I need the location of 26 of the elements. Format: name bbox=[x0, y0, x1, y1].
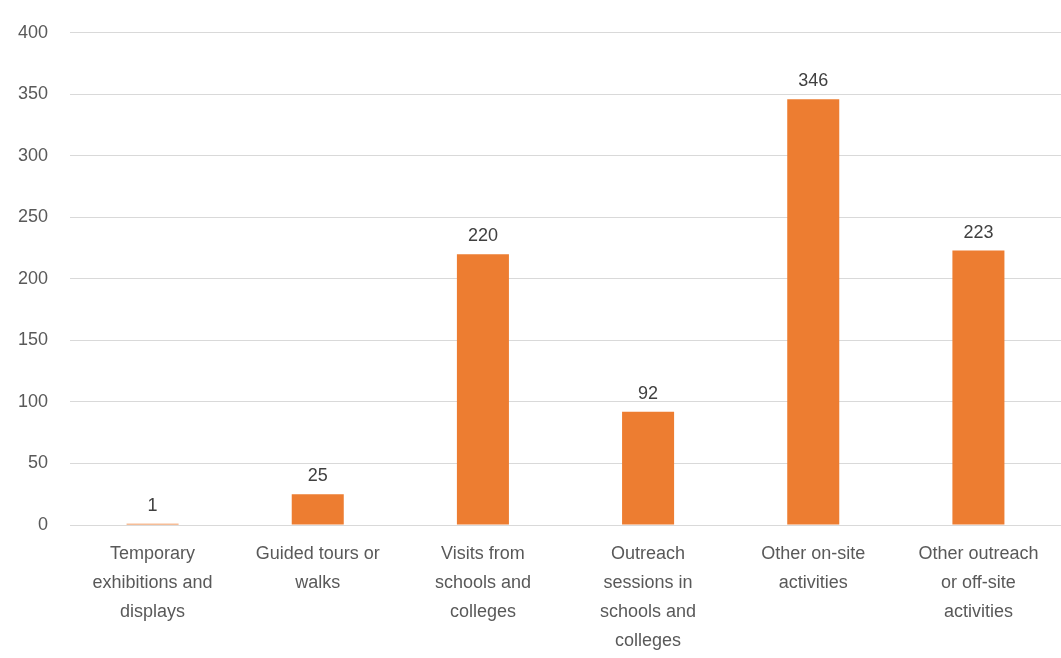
x-tick-label: Visits from schools and colleges bbox=[434, 542, 531, 621]
x-tick-label: Guided tours or walks bbox=[255, 542, 380, 592]
x-tick-label: Other outreach or off-site activities bbox=[918, 542, 1039, 621]
bar bbox=[456, 254, 509, 525]
bar bbox=[787, 99, 840, 525]
y-tick-label: 0 bbox=[37, 513, 48, 534]
data-label: 220 bbox=[467, 225, 498, 246]
y-tick-label: 150 bbox=[17, 329, 48, 350]
y-tick-label: 200 bbox=[17, 267, 48, 288]
x-tick-label: Temporary exhibitions and displays bbox=[92, 542, 213, 621]
y-tick-label: 100 bbox=[17, 390, 48, 411]
y-tick-label: 400 bbox=[17, 21, 48, 42]
data-label: 223 bbox=[963, 221, 994, 242]
data-label: 346 bbox=[798, 70, 829, 91]
x-tick-label: Other on-site activities bbox=[761, 542, 866, 592]
y-tick-label: 250 bbox=[17, 206, 48, 227]
data-label: 1 bbox=[147, 494, 158, 515]
y-tick-label: 350 bbox=[17, 83, 48, 104]
x-tick-label: Outreach sessions in schools and colleges bbox=[600, 542, 697, 651]
bar bbox=[952, 250, 1005, 525]
bar bbox=[622, 411, 675, 525]
data-label: 92 bbox=[638, 382, 659, 403]
y-tick-label: 50 bbox=[27, 452, 48, 473]
data-label: 25 bbox=[307, 465, 328, 486]
bar bbox=[291, 494, 344, 525]
y-tick-label: 300 bbox=[17, 144, 48, 165]
